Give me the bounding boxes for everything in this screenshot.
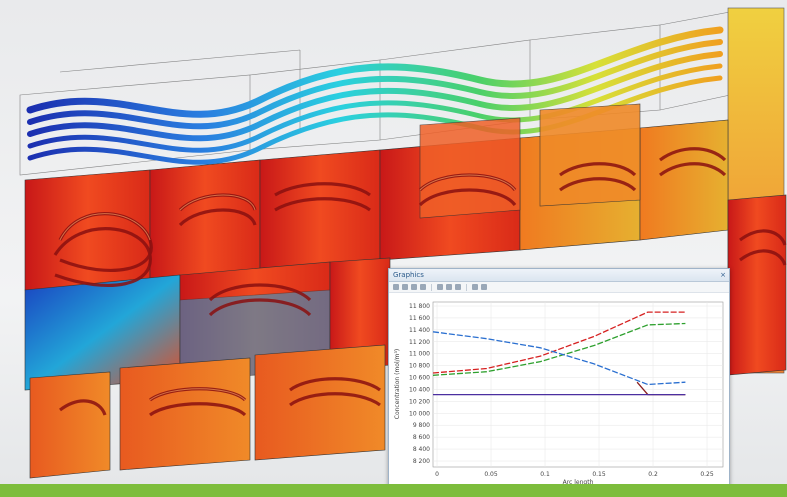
plot-toolbar: [389, 282, 729, 293]
x-tick-label: 0.25: [700, 471, 714, 478]
series-line-2: [432, 322, 686, 376]
y-tick-label: 11 400: [409, 327, 430, 334]
pan-icon[interactable]: [437, 284, 443, 290]
export-icon[interactable]: [472, 284, 478, 290]
y-tick-label: 10 800: [409, 363, 430, 370]
x-tick-label: 0.15: [592, 471, 606, 478]
close-icon[interactable]: ×: [720, 271, 726, 279]
line-chart: 8 200 8 400 8 600 9 800 10 000 10 200 10 400 10…: [394, 301, 724, 486]
plot-window-title: Graphics: [393, 271, 424, 279]
y-tick-label: 11 600: [409, 315, 430, 322]
zoom-box-icon[interactable]: [411, 284, 417, 290]
plot-window[interactable]: Graphics × 8 200 8 400 8 600 9 800 10 000 10 …: [388, 268, 730, 488]
y-tick-label: 10 400: [409, 386, 430, 393]
y-tick-label: 11 200: [409, 339, 430, 346]
y-tick-label: 10 000: [409, 410, 430, 417]
series-line-3: [432, 331, 686, 386]
toolbar-separator: [431, 283, 432, 291]
image-icon[interactable]: [481, 284, 487, 290]
series-line-1: [432, 311, 686, 374]
toolbar-separator: [466, 283, 467, 291]
x-axis-ticks: 0 0.05 0.1 0.15 0.2 0.25: [435, 471, 714, 478]
series-lines: [432, 311, 686, 396]
x-tick-label: 0.2: [648, 471, 658, 478]
plot-window-titlebar[interactable]: Graphics ×: [389, 269, 729, 282]
y-tick-label: 8 400: [413, 446, 430, 453]
legend-icon[interactable]: [455, 284, 461, 290]
x-axis-title: Arc length: [563, 479, 594, 486]
x-tick-label: 0.05: [484, 471, 498, 478]
coil-highlights: [59, 174, 516, 401]
x-tick-label: 0: [435, 471, 439, 478]
y-tick-label: 11 000: [409, 351, 430, 358]
y-tick-label: 10 200: [409, 398, 430, 405]
y-tick-label: 9 800: [413, 422, 430, 429]
grid-lines: [433, 302, 723, 467]
y-axis-ticks: 8 200 8 400 8 600 9 800 10 000 10 200 10 400 10…: [409, 303, 430, 465]
grid-icon[interactable]: [446, 284, 452, 290]
accent-bar: [0, 484, 787, 497]
zoom-in-icon[interactable]: [393, 284, 399, 290]
plot-area: [432, 301, 724, 468]
y-tick-label: 11 800: [409, 303, 430, 310]
x-tick-label: 0.1: [540, 471, 550, 478]
y-tick-label: 10 600: [409, 375, 430, 382]
zoom-extents-icon[interactable]: [420, 284, 426, 290]
zoom-out-icon[interactable]: [402, 284, 408, 290]
y-axis-title: Concentration (mol/m³): [394, 349, 401, 420]
y-tick-label: 8 200: [413, 458, 430, 465]
y-tick-label: 8 600: [413, 434, 430, 441]
